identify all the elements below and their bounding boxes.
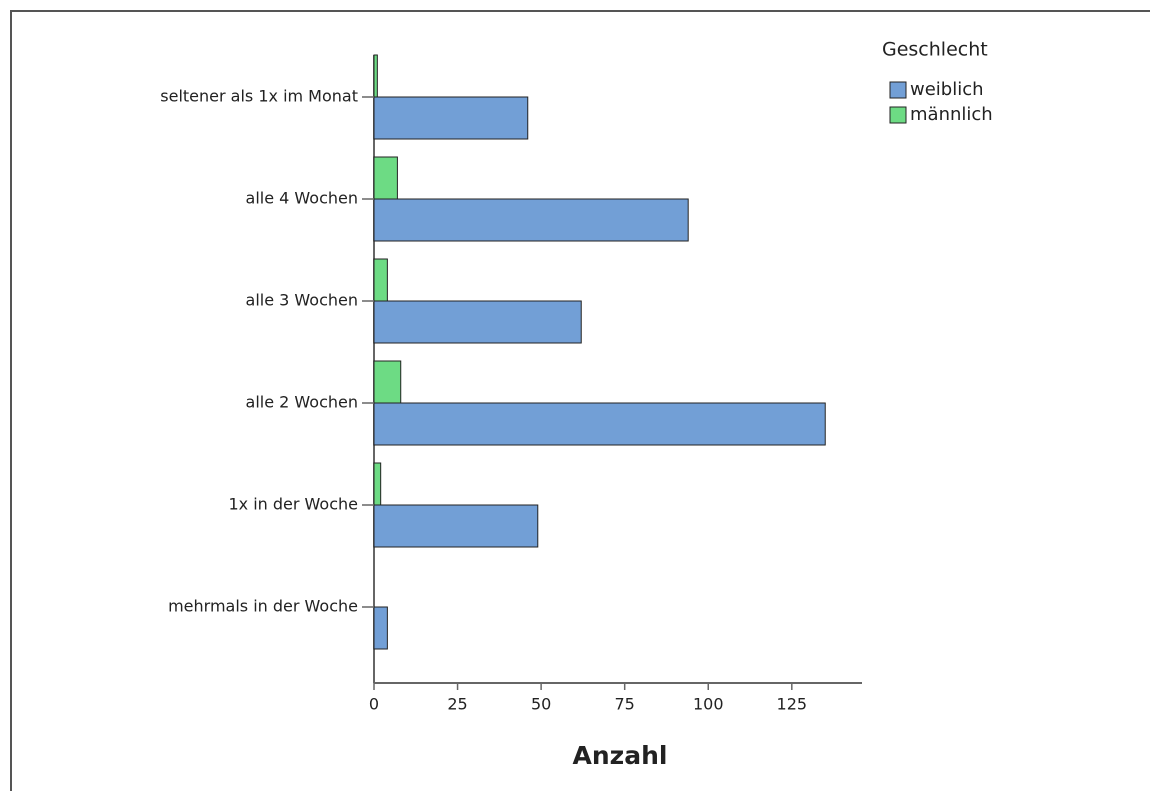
bar	[373, 258, 388, 302]
bar	[373, 54, 378, 98]
bar	[373, 156, 398, 200]
y-tick-label: mehrmals in der Woche	[168, 597, 358, 616]
bar	[373, 360, 402, 404]
legend-swatch	[889, 106, 907, 124]
legend-title: Geschlecht	[882, 39, 988, 61]
bar	[373, 198, 689, 242]
y-tick-label: alle 2 Wochen	[246, 393, 358, 412]
y-tick-label: alle 3 Wochen	[246, 291, 358, 310]
x-tick-label: 100	[693, 695, 724, 714]
x-tick-label: 75	[615, 695, 635, 714]
bar	[373, 402, 826, 446]
y-tick-label: 1x in der Woche	[228, 495, 358, 514]
y-tick-label: alle 4 Wochen	[246, 189, 358, 208]
bar	[373, 96, 529, 140]
x-tick-label: 0	[369, 695, 379, 714]
x-axis-label: Anzahl	[573, 741, 668, 770]
bar	[373, 300, 582, 344]
x-tick-label: 25	[447, 695, 467, 714]
legend-label: weiblich	[910, 79, 984, 100]
x-tick-label: 50	[531, 695, 551, 714]
legend-label: männlich	[910, 104, 993, 125]
bar	[373, 606, 388, 650]
bar	[373, 462, 382, 506]
x-tick-label: 125	[777, 695, 808, 714]
y-tick-label: seltener als 1x im Monat	[160, 87, 358, 106]
legend-swatch	[889, 81, 907, 99]
bar	[373, 504, 539, 548]
